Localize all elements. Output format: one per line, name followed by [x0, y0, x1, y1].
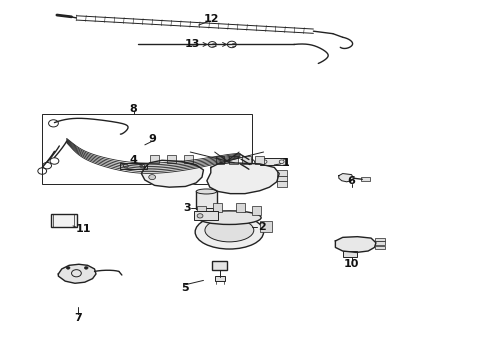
Bar: [121, 163, 147, 169]
Text: 6: 6: [347, 176, 355, 186]
Ellipse shape: [197, 211, 261, 225]
Bar: [277, 181, 287, 187]
Polygon shape: [339, 174, 353, 182]
Bar: [375, 241, 385, 244]
Bar: [343, 251, 357, 257]
Bar: [167, 155, 175, 163]
Text: 11: 11: [76, 225, 92, 234]
Bar: [255, 156, 264, 164]
Circle shape: [66, 266, 70, 269]
Circle shape: [149, 175, 156, 180]
Circle shape: [84, 266, 88, 269]
Bar: [216, 156, 224, 164]
Bar: [229, 156, 238, 164]
Bar: [215, 276, 225, 281]
Text: 4: 4: [130, 155, 138, 165]
Polygon shape: [58, 264, 96, 283]
Bar: [361, 177, 370, 181]
Text: 12: 12: [204, 14, 220, 24]
Circle shape: [197, 214, 203, 218]
Bar: [242, 156, 250, 164]
Bar: [194, 211, 218, 220]
Text: 9: 9: [148, 134, 156, 144]
Polygon shape: [207, 163, 279, 194]
Polygon shape: [142, 160, 203, 187]
Bar: [42, 114, 252, 184]
Text: 5: 5: [182, 283, 189, 293]
Text: 3: 3: [184, 203, 191, 213]
Ellipse shape: [196, 189, 217, 194]
Bar: [196, 192, 217, 210]
Bar: [252, 207, 261, 215]
Text: 1: 1: [281, 158, 289, 168]
Bar: [375, 238, 385, 241]
Bar: [197, 207, 206, 215]
Bar: [277, 176, 287, 181]
Text: 2: 2: [258, 222, 266, 232]
Text: 7: 7: [74, 313, 82, 323]
Bar: [200, 208, 213, 214]
Bar: [236, 203, 245, 212]
Bar: [184, 155, 193, 163]
Bar: [277, 170, 287, 176]
Bar: [260, 158, 287, 165]
Bar: [260, 221, 272, 232]
Polygon shape: [335, 237, 376, 252]
Bar: [212, 261, 227, 270]
Ellipse shape: [195, 215, 264, 249]
Text: 13: 13: [185, 40, 200, 49]
Text: 8: 8: [130, 104, 138, 114]
Bar: [50, 214, 77, 227]
Text: 10: 10: [344, 259, 359, 269]
Bar: [213, 203, 221, 212]
Bar: [150, 155, 159, 163]
Ellipse shape: [205, 219, 254, 242]
Bar: [375, 246, 385, 249]
